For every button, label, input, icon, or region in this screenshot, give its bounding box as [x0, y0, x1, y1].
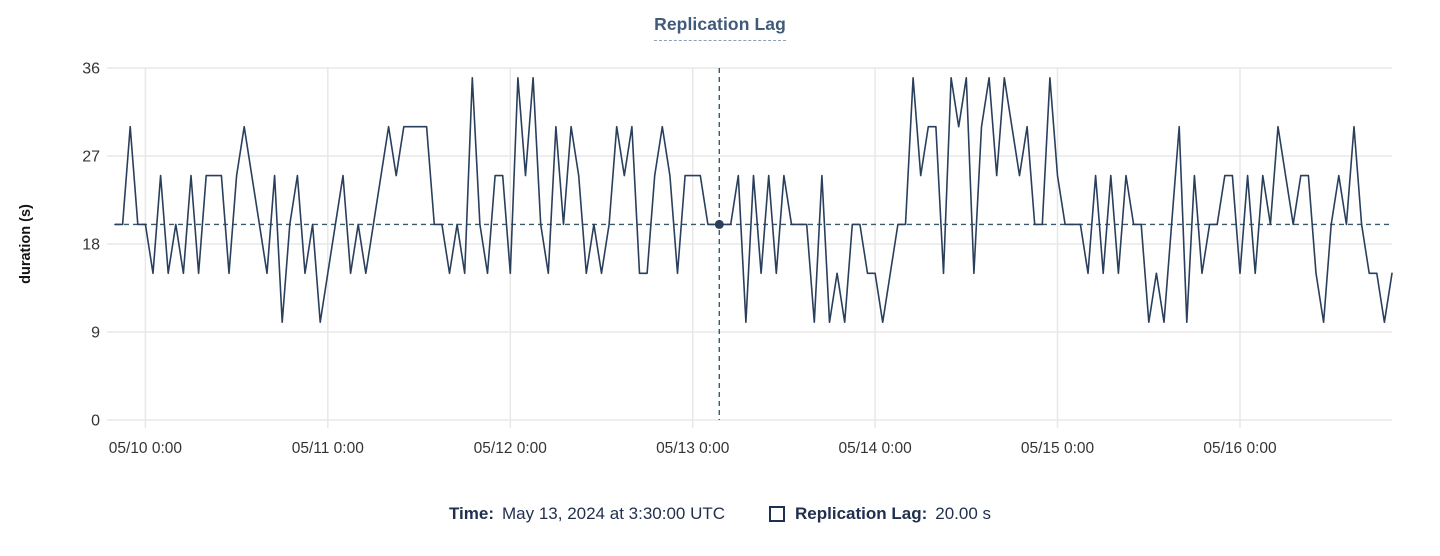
- readout-time-group: Time: May 13, 2024 at 3:30:00 UTC: [449, 504, 725, 524]
- crosshair: [115, 68, 1392, 420]
- series-swatch-icon: [769, 506, 786, 522]
- y-axis-tick-labels: 0 9 18 27 36: [82, 61, 100, 430]
- readout-time-label: Time:: [448, 504, 494, 523]
- chart-title: Replication Lag: [654, 14, 786, 41]
- chart-title-row: Replication Lag: [0, 14, 1440, 41]
- x-tick-label: 05/11 0:00: [292, 440, 364, 457]
- x-tick-label: 05/14 0:00: [838, 440, 912, 457]
- x-tick-label: 05/15 0:00: [1021, 440, 1095, 457]
- y-tick-label: 36: [82, 61, 100, 78]
- y-tick-label: 0: [91, 413, 100, 430]
- readout-series-group: Replication Lag: 20.00 s: [769, 504, 991, 524]
- y-tick-label: 27: [82, 149, 100, 166]
- y-tick-label: 9: [91, 325, 100, 342]
- replication-lag-series: [114, 77, 1393, 324]
- x-tick-label: 05/12 0:00: [474, 440, 548, 457]
- x-axis-tick-labels: 05/10 0:00 05/11 0:00 05/12 0:00 05/13 0:00…: [109, 440, 1277, 457]
- readout-series-label: Replication Lag:: [795, 504, 928, 523]
- x-tick-label: 05/16 0:00: [1203, 440, 1277, 457]
- readout-series-value: 20.00 s: [935, 504, 992, 523]
- y-tick-label: 18: [82, 237, 100, 254]
- x-tick-label: 05/13 0:00: [656, 440, 730, 457]
- x-tick-label: 05/10 0:00: [109, 440, 183, 457]
- crosshair-readout: Time: May 13, 2024 at 3:30:00 UTC Replic…: [0, 504, 1440, 524]
- readout-time-value: May 13, 2024 at 3:30:00 UTC: [502, 504, 726, 523]
- crosshair-point: [714, 219, 724, 229]
